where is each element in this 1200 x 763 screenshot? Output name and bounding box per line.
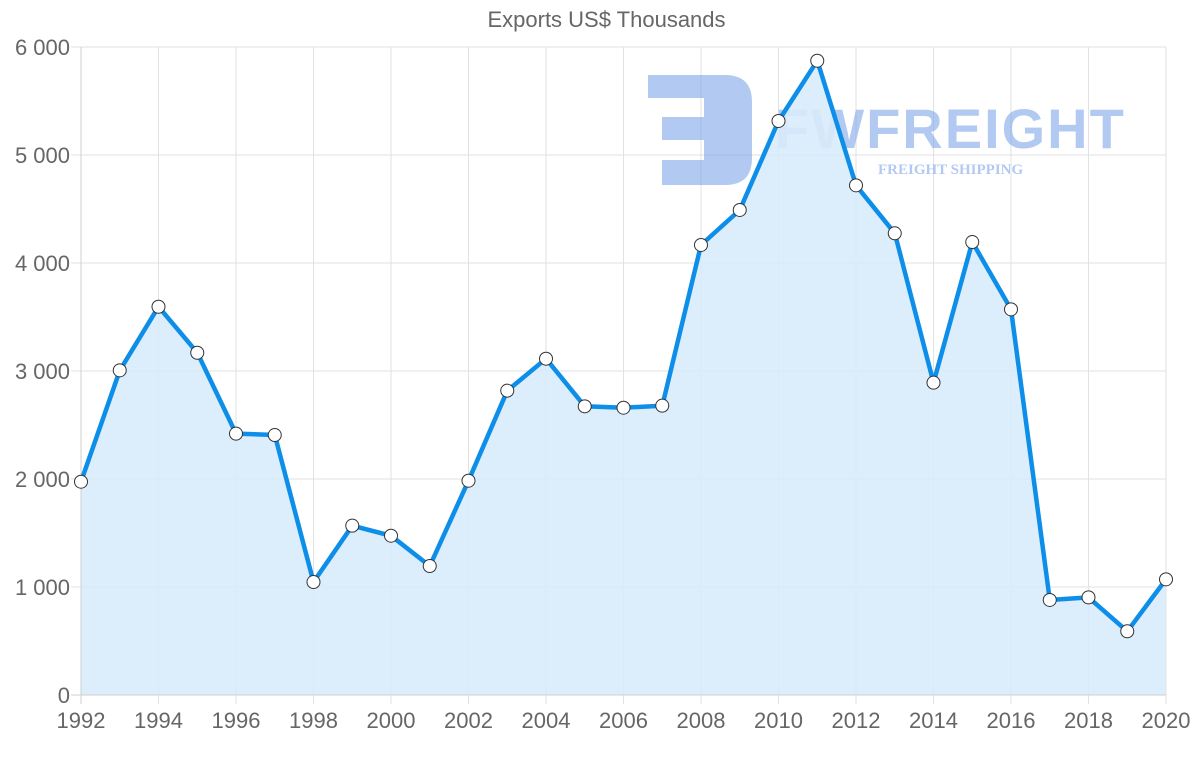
data-point-2002[interactable] xyxy=(461,473,476,488)
y-tick-label: 6 000 xyxy=(15,35,70,60)
data-point-2004[interactable] xyxy=(539,351,553,366)
y-axis-labels: 0 1 000 2 000 3 000 4 000 5 000 6 000 xyxy=(15,35,70,708)
x-tick-label: 1996 xyxy=(212,708,261,733)
data-point-2017[interactable] xyxy=(1042,592,1057,607)
data-point-1996[interactable] xyxy=(229,426,243,441)
y-tick-label: 1 000 xyxy=(15,575,70,600)
data-point-2018[interactable] xyxy=(1081,590,1096,605)
data-point-2008[interactable] xyxy=(694,237,708,252)
data-point-2010[interactable] xyxy=(771,113,786,128)
data-point-1992[interactable] xyxy=(74,474,88,489)
x-tick-label: 2020 xyxy=(1142,708,1191,733)
data-point-1999[interactable] xyxy=(345,518,360,533)
y-tick-label: 2 000 xyxy=(15,467,70,492)
data-point-1994[interactable] xyxy=(151,299,166,314)
chart-title: Exports US$ Thousands xyxy=(487,7,726,32)
x-tick-label: 2006 xyxy=(599,708,648,733)
y-tick-label: 4 000 xyxy=(15,251,70,276)
fwfreight-watermark-logo: FWFREIGHT FREIGHT SHIPPING xyxy=(648,75,1124,185)
x-tick-label: 2000 xyxy=(367,708,416,733)
data-point-2005[interactable] xyxy=(577,399,592,414)
data-point-1997[interactable] xyxy=(267,428,282,443)
x-tick-label: 2010 xyxy=(754,708,803,733)
data-point-2003[interactable] xyxy=(500,383,515,398)
data-point-2011[interactable] xyxy=(810,53,825,68)
data-point-2009[interactable] xyxy=(732,202,747,217)
x-tick-label: 2018 xyxy=(1064,708,1113,733)
x-tick-label: 2002 xyxy=(444,708,493,733)
logo-mark-icon xyxy=(648,75,752,185)
y-tick-label: 0 xyxy=(58,683,70,708)
x-tick-label: 2016 xyxy=(987,708,1036,733)
data-point-2019[interactable] xyxy=(1120,624,1135,639)
x-tick-label: 1998 xyxy=(289,708,338,733)
data-point-1995[interactable] xyxy=(190,345,205,360)
y-tick-label: 5 000 xyxy=(15,143,70,168)
data-point-2012[interactable] xyxy=(849,178,863,193)
x-tick-label: 2004 xyxy=(522,708,571,733)
data-points xyxy=(74,53,1173,639)
data-point-1998[interactable] xyxy=(306,575,321,590)
x-axis-labels: 1992 1994 1996 1998 2000 2002 2004 2006 2008 2010… xyxy=(57,708,1191,733)
watermark-tagline: FREIGHT SHIPPING xyxy=(878,162,1023,178)
axes xyxy=(71,47,1166,704)
y-tick-label: 3 000 xyxy=(15,359,70,384)
data-point-2015[interactable] xyxy=(965,235,980,250)
data-point-2013[interactable] xyxy=(887,226,902,241)
x-tick-label: 2008 xyxy=(677,708,726,733)
data-point-2006[interactable] xyxy=(616,400,631,415)
data-point-2014[interactable] xyxy=(926,375,941,390)
x-tick-label: 1994 xyxy=(134,708,183,733)
x-tick-label: 2012 xyxy=(832,708,881,733)
data-point-2016[interactable] xyxy=(1004,302,1018,317)
data-point-2001[interactable] xyxy=(422,559,437,574)
series-area xyxy=(81,60,1166,695)
area-fill xyxy=(81,60,1166,695)
data-point-2000[interactable] xyxy=(384,528,398,543)
data-point-2007[interactable] xyxy=(655,398,670,413)
data-point-2020[interactable] xyxy=(1159,572,1173,587)
x-tick-label: 2014 xyxy=(909,708,958,733)
x-tick-label: 1992 xyxy=(57,708,106,733)
data-point-1993[interactable] xyxy=(112,363,127,378)
